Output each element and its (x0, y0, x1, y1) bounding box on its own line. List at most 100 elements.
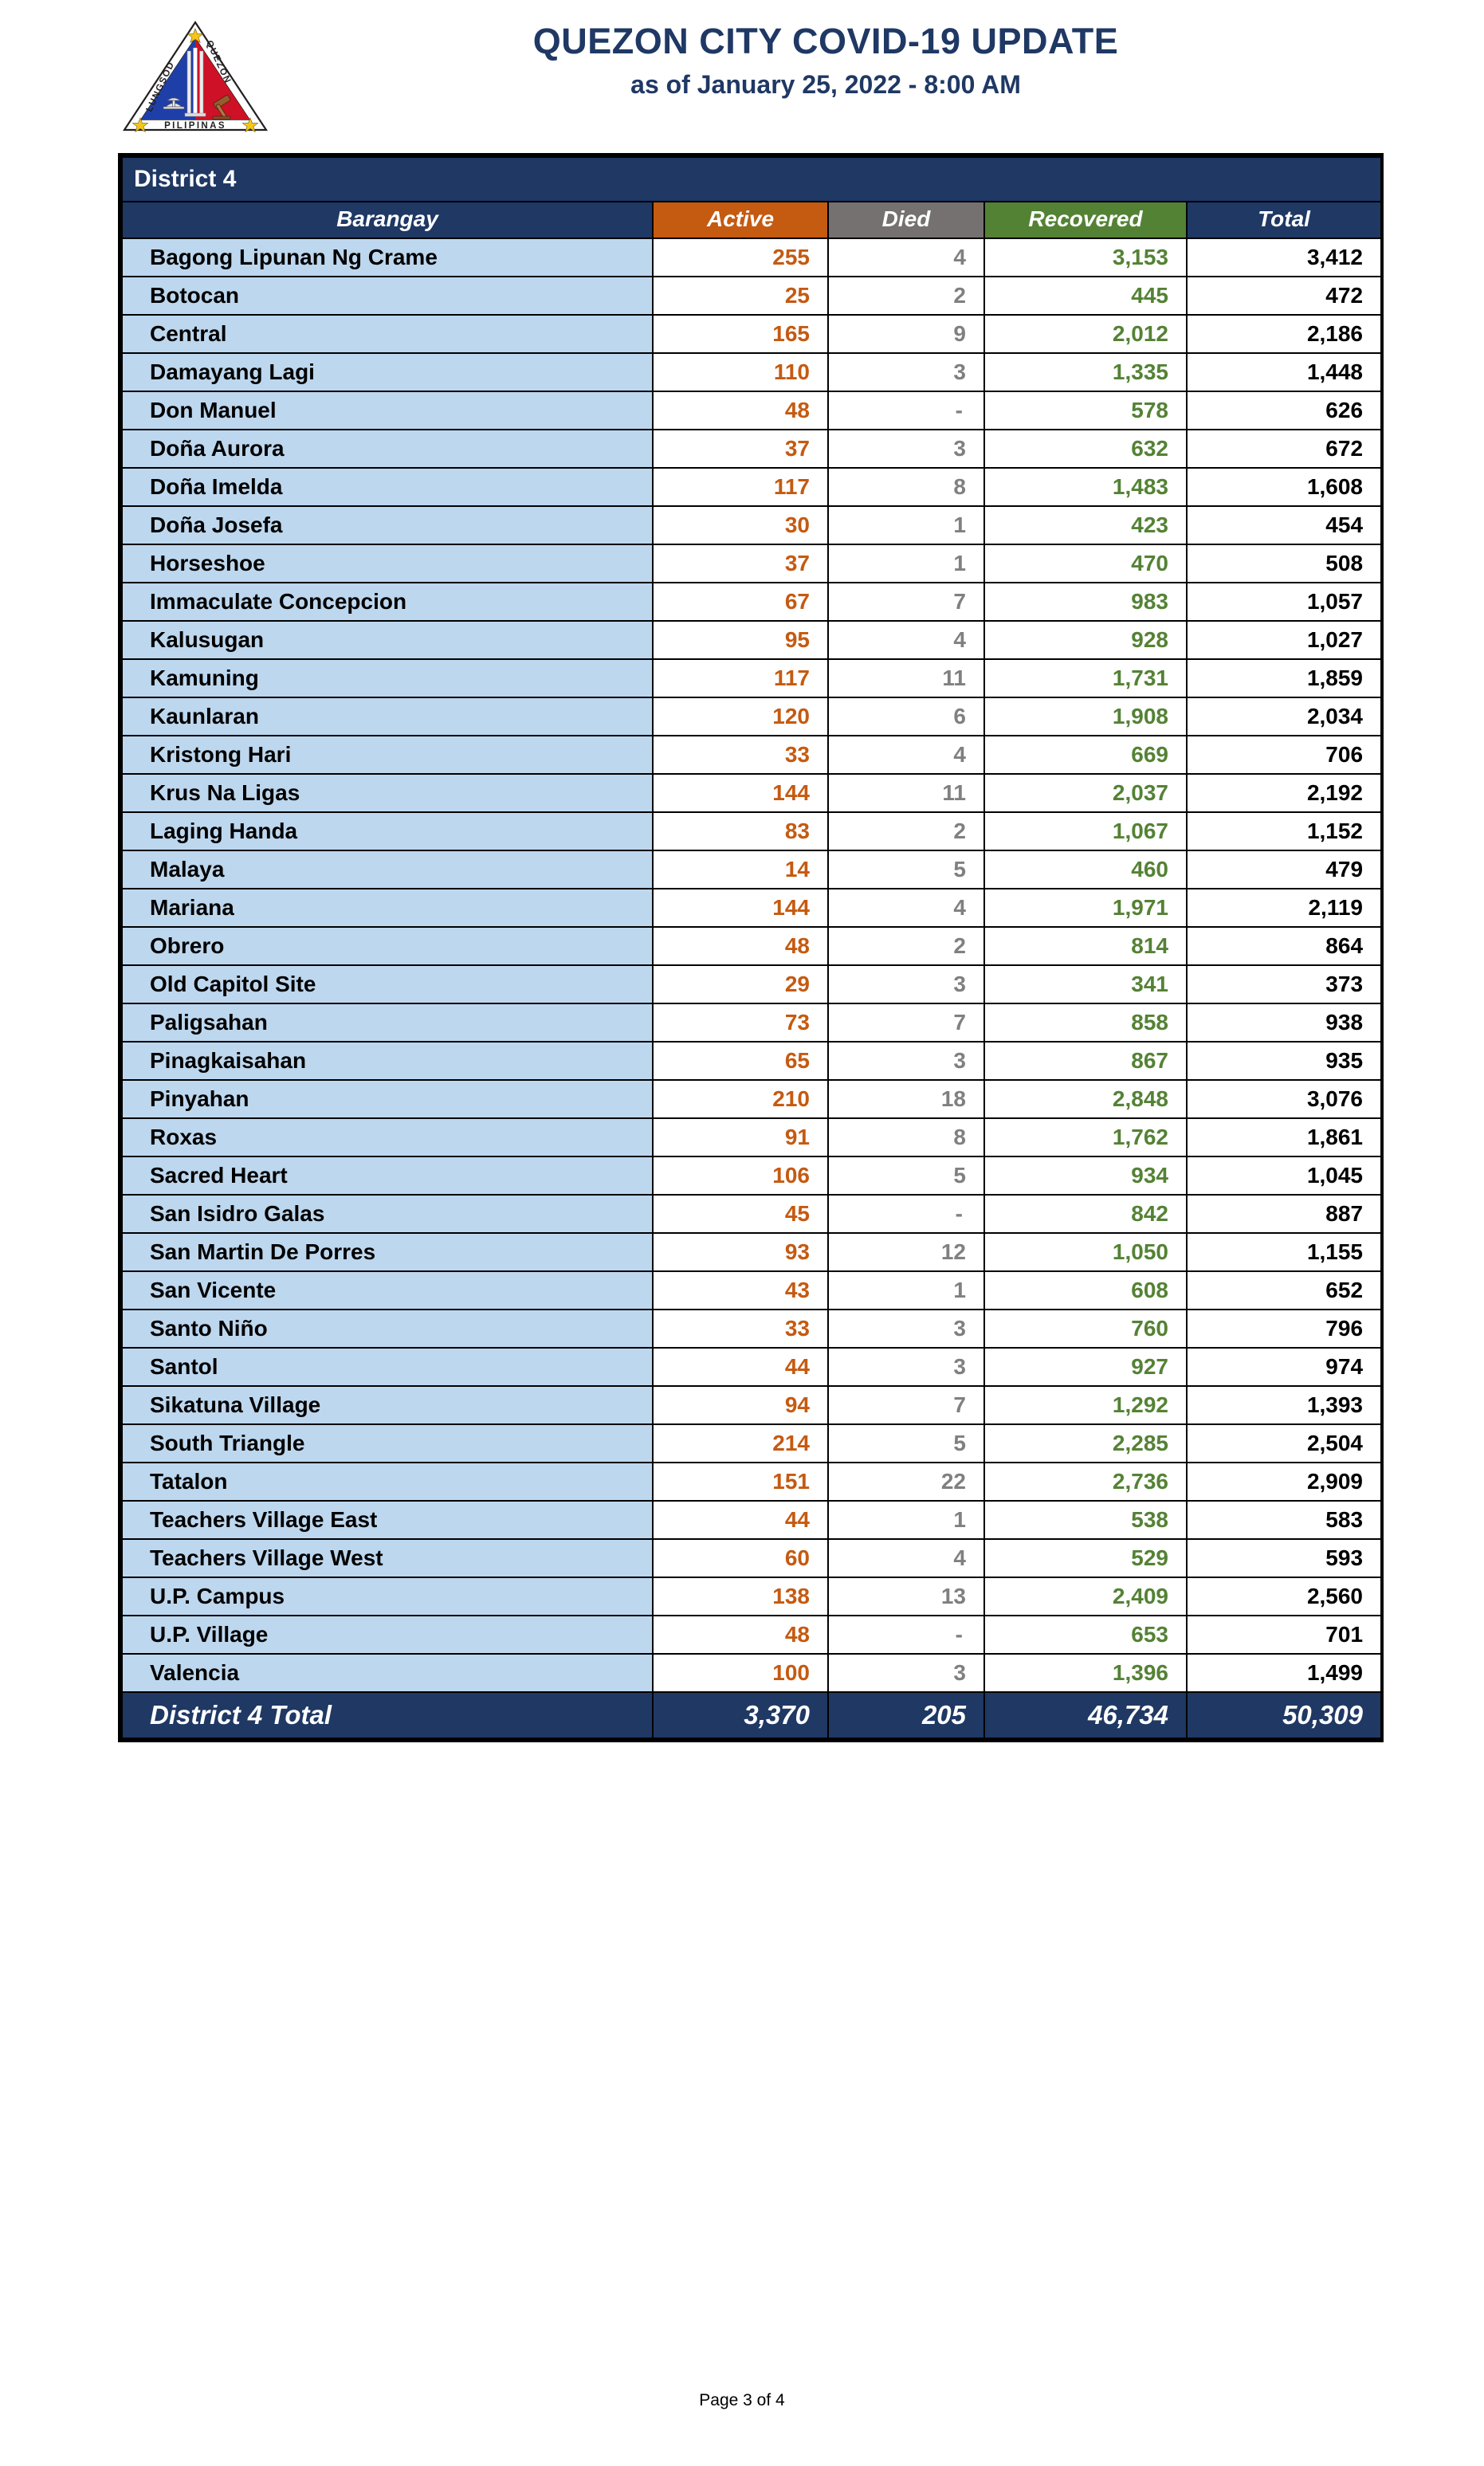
cell-died: 18 (827, 1079, 985, 1119)
district-banner-row: District 4 (120, 156, 1383, 202)
table-row: Sacred Heart 106 5 934 1,045 (121, 1156, 1383, 1196)
quezon-city-seal-logo: LUNGSOD QUEZON PILIPINAS (120, 18, 271, 139)
cell-active: 60 (652, 1538, 829, 1578)
cell-recovered: 538 (983, 1500, 1188, 1540)
table-row: Mariana 144 4 1,971 2,119 (121, 888, 1383, 928)
cell-total: 1,393 (1185, 1385, 1383, 1425)
table-row: Old Capitol Site 29 3 341 373 (121, 964, 1383, 1004)
cell-died: - (827, 1194, 985, 1234)
cell-barangay: Kaunlaran (121, 697, 654, 736)
district-total-active: 3,370 (652, 1691, 829, 1739)
cell-barangay: Santo Niño (121, 1309, 654, 1349)
cell-total: 701 (1185, 1615, 1383, 1655)
cell-total: 1,057 (1185, 582, 1383, 622)
district-4-table-container: District 4 Barangay Active Died Recovere… (118, 153, 1384, 1742)
cell-died: 9 (827, 314, 985, 354)
cell-recovered: 1,396 (983, 1653, 1188, 1693)
column-header-row: Barangay Active Died Recovered Total (121, 201, 1383, 239)
cell-died: 1 (827, 505, 985, 545)
cell-total: 864 (1185, 926, 1383, 966)
table-row: Teachers Village West 60 4 529 593 (121, 1538, 1383, 1578)
covid-cases-table: District 4 Barangay Active Died Recovere… (120, 156, 1383, 1739)
cell-total: 1,608 (1185, 467, 1383, 507)
cell-active: 100 (652, 1653, 829, 1693)
table-row: Pinyahan 210 18 2,848 3,076 (121, 1079, 1383, 1119)
page-header: LUNGSOD QUEZON PILIPINAS QUEZON CITY COV… (0, 0, 1484, 145)
cell-recovered: 2,285 (983, 1423, 1188, 1463)
cell-active: 37 (652, 544, 829, 583)
cell-recovered: 927 (983, 1347, 1188, 1387)
cell-active: 106 (652, 1156, 829, 1196)
cell-barangay: Bagong Lipunan Ng Crame (121, 238, 654, 277)
page-footer: Page 3 of 4 (0, 2391, 1484, 2410)
cell-total: 2,119 (1185, 888, 1383, 928)
district-total-row: District 4 Total 3,370 205 46,734 50,309 (121, 1691, 1383, 1739)
cell-recovered: 1,483 (983, 467, 1188, 507)
cell-barangay: Kristong Hari (121, 735, 654, 775)
cell-total: 508 (1185, 544, 1383, 583)
cell-recovered: 983 (983, 582, 1188, 622)
cell-barangay: San Vicente (121, 1270, 654, 1310)
cell-total: 1,448 (1185, 352, 1383, 392)
table-row: San Isidro Galas 45-842 887 (121, 1194, 1383, 1234)
cell-total: 2,186 (1185, 314, 1383, 354)
cell-barangay: Laging Handa (121, 811, 654, 851)
cell-recovered: 928 (983, 620, 1188, 660)
page-number-label: Page 3 of 4 (699, 2391, 785, 2409)
cell-died: 1 (827, 1270, 985, 1310)
cell-died: 2 (827, 926, 985, 966)
cell-total: 672 (1185, 429, 1383, 469)
cell-active: 25 (652, 276, 829, 316)
cell-barangay: Doña Aurora (121, 429, 654, 469)
table-row: Valencia 100 3 1,396 1,499 (121, 1653, 1383, 1693)
cell-barangay: Santol (121, 1347, 654, 1387)
cell-barangay: Kamuning (121, 658, 654, 698)
cell-died: 1 (827, 544, 985, 583)
cell-barangay: Teachers Village West (121, 1538, 654, 1578)
cell-barangay: Mariana (121, 888, 654, 928)
cell-barangay: U.P. Campus (121, 1577, 654, 1616)
district-total-label: District 4 Total (121, 1691, 654, 1739)
cell-died: - (827, 1615, 985, 1655)
cell-died: 3 (827, 352, 985, 392)
cell-total: 593 (1185, 1538, 1383, 1578)
cell-died: 11 (827, 658, 985, 698)
cell-died: 5 (827, 850, 985, 889)
cell-recovered: 867 (983, 1041, 1188, 1081)
cell-recovered: 341 (983, 964, 1188, 1004)
cell-barangay: Damayang Lagi (121, 352, 654, 392)
cell-active: 44 (652, 1500, 829, 1540)
cell-total: 472 (1185, 276, 1383, 316)
cell-died: 2 (827, 276, 985, 316)
cell-total: 1,861 (1185, 1117, 1383, 1157)
cell-died: 2 (827, 811, 985, 851)
cell-barangay: Sacred Heart (121, 1156, 654, 1196)
cell-total: 1,499 (1185, 1653, 1383, 1693)
cell-recovered: 1,292 (983, 1385, 1188, 1425)
cell-barangay: Immaculate Concepcion (121, 582, 654, 622)
cell-recovered: 632 (983, 429, 1188, 469)
cell-total: 938 (1185, 1003, 1383, 1043)
cell-barangay: Paligsahan (121, 1003, 654, 1043)
cell-recovered: 842 (983, 1194, 1188, 1234)
cell-died: 8 (827, 1117, 985, 1157)
table-row: Doña Josefa 30 1 423 454 (121, 505, 1383, 545)
page-title: QUEZON CITY COVID-19 UPDATE (532, 21, 1119, 61)
table-row: Horseshoe 37 1 470 508 (121, 544, 1383, 583)
cell-active: 120 (652, 697, 829, 736)
cell-died: 1 (827, 1500, 985, 1540)
cell-active: 95 (652, 620, 829, 660)
cell-active: 144 (652, 888, 829, 928)
column-header-barangay: Barangay (121, 201, 654, 239)
table-row: Kristong Hari 33 4 669 706 (121, 735, 1383, 775)
cell-total: 1,152 (1185, 811, 1383, 851)
table-row: Paligsahan 73 7 858 938 (121, 1003, 1383, 1043)
cell-total: 2,034 (1185, 697, 1383, 736)
cell-recovered: 2,736 (983, 1462, 1188, 1502)
cell-recovered: 1,971 (983, 888, 1188, 928)
cell-active: 83 (652, 811, 829, 851)
cell-recovered: 529 (983, 1538, 1188, 1578)
table-row: Kamuning 117 11 1,731 1,859 (121, 658, 1383, 698)
cell-total: 1,045 (1185, 1156, 1383, 1196)
cell-active: 29 (652, 964, 829, 1004)
